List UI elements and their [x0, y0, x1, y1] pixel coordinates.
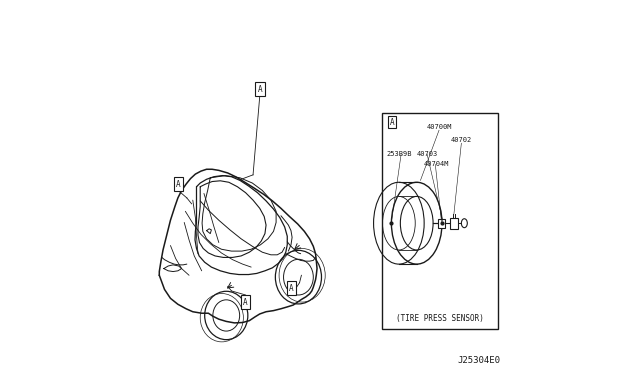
Text: A: A: [243, 298, 248, 307]
Text: (TIRE PRESS SENSOR): (TIRE PRESS SENSOR): [396, 314, 484, 323]
Bar: [287, 281, 296, 295]
Bar: [241, 295, 250, 309]
Text: 40700M: 40700M: [426, 124, 452, 130]
Text: A: A: [257, 85, 262, 94]
Text: 253B9B: 253B9B: [387, 151, 412, 157]
Bar: [450, 218, 458, 229]
Bar: [383, 113, 498, 329]
Bar: [255, 82, 264, 96]
Bar: [388, 116, 396, 128]
Bar: [438, 219, 445, 228]
Text: 40704M: 40704M: [424, 161, 450, 167]
Bar: [174, 177, 184, 191]
Text: A: A: [390, 118, 394, 127]
Text: A: A: [289, 284, 294, 293]
Text: 40702: 40702: [451, 137, 472, 143]
Text: 40703: 40703: [417, 151, 438, 157]
Text: A: A: [177, 180, 181, 189]
Text: J25304E0: J25304E0: [458, 356, 500, 365]
